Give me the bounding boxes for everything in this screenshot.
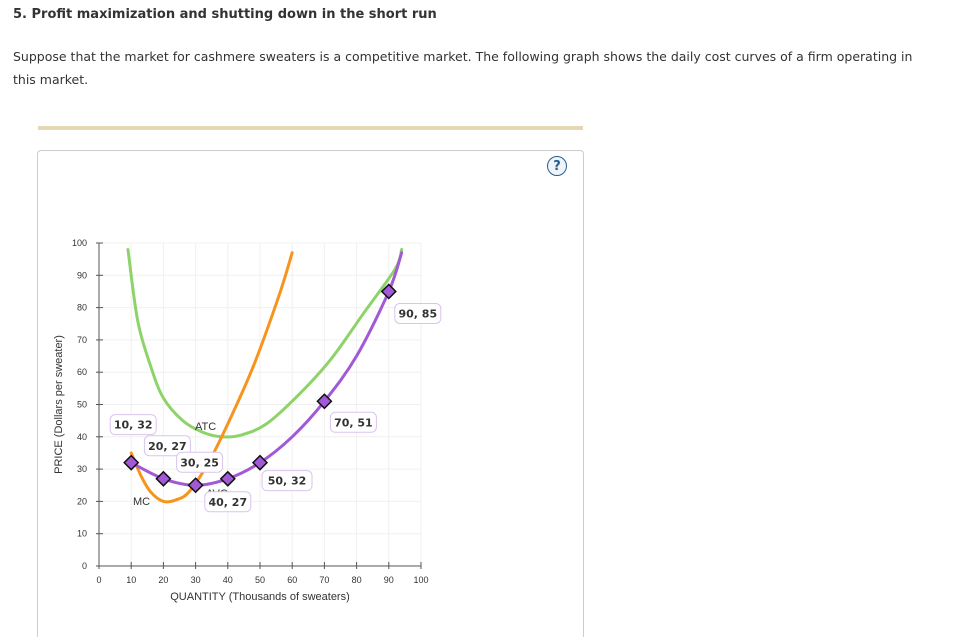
avc-point-marker [219, 470, 236, 487]
y-tick-label: 10 [77, 529, 87, 539]
question-prompt: Suppose that the market for cashmere swe… [13, 49, 913, 87]
y-tick-label: 90 [77, 270, 87, 280]
mc-curve [129, 251, 294, 504]
point-label: 10, 32 [114, 419, 153, 432]
point-label: 90, 85 [398, 307, 437, 320]
avc-point-marker [123, 454, 140, 471]
atc-curve-label: ATC [195, 421, 216, 433]
point-label-box [109, 414, 157, 436]
x-tick-label: 90 [384, 575, 394, 585]
x-tick-label: 0 [96, 575, 101, 585]
point-label: 30, 25 [180, 456, 219, 469]
y-tick-label: 20 [77, 496, 87, 506]
x-tick-label: 20 [158, 575, 168, 585]
section-divider [38, 126, 583, 130]
point-label-box [329, 411, 377, 433]
x-tick-label: 100 [413, 575, 428, 585]
y-tick-label: 0 [82, 561, 87, 571]
x-tick-label: 40 [223, 575, 233, 585]
point-label-box [143, 435, 191, 457]
avc-point-marker [155, 470, 172, 487]
y-tick-label: 30 [77, 464, 87, 474]
avc-curve [129, 251, 404, 487]
x-tick-label: 60 [287, 575, 297, 585]
point-label: 20, 27 [148, 440, 187, 453]
avc-point-marker [187, 477, 204, 494]
x-axis-label: QUANTITY (Thousands of sweaters) [170, 591, 350, 603]
point-label-box [176, 451, 224, 473]
x-tick-label: 30 [191, 575, 201, 585]
x-tick-label: 50 [255, 575, 265, 585]
graph-panel [37, 150, 584, 637]
question-title: 5. Profit maximization and shutting down… [13, 7, 437, 22]
avc-point-marker [251, 454, 269, 471]
point-label-box [261, 470, 313, 492]
y-tick-label: 70 [77, 335, 87, 345]
y-axis-label: PRICE (Dollars per sweater) [53, 335, 65, 474]
point-label: 40, 27 [208, 496, 247, 509]
x-tick-label: 70 [319, 575, 329, 585]
y-tick-label: 100 [72, 238, 87, 248]
avc-point-marker [316, 393, 333, 410]
y-tick-label: 80 [77, 303, 87, 313]
y-tick-label: 40 [77, 432, 87, 442]
y-tick-label: 60 [77, 367, 87, 377]
point-label: 50, 32 [268, 475, 307, 488]
x-tick-label: 10 [126, 575, 136, 585]
y-tick-label: 50 [77, 400, 87, 410]
help-icon[interactable]: ? [547, 156, 567, 176]
point-label-box [394, 302, 442, 324]
avc-point-marker [380, 283, 397, 300]
point-label: 70, 51 [334, 416, 373, 429]
x-tick-label: 80 [352, 575, 362, 585]
mc-curve-label: MC [133, 496, 150, 508]
atc-curve [126, 247, 404, 439]
point-label-box [204, 491, 252, 513]
